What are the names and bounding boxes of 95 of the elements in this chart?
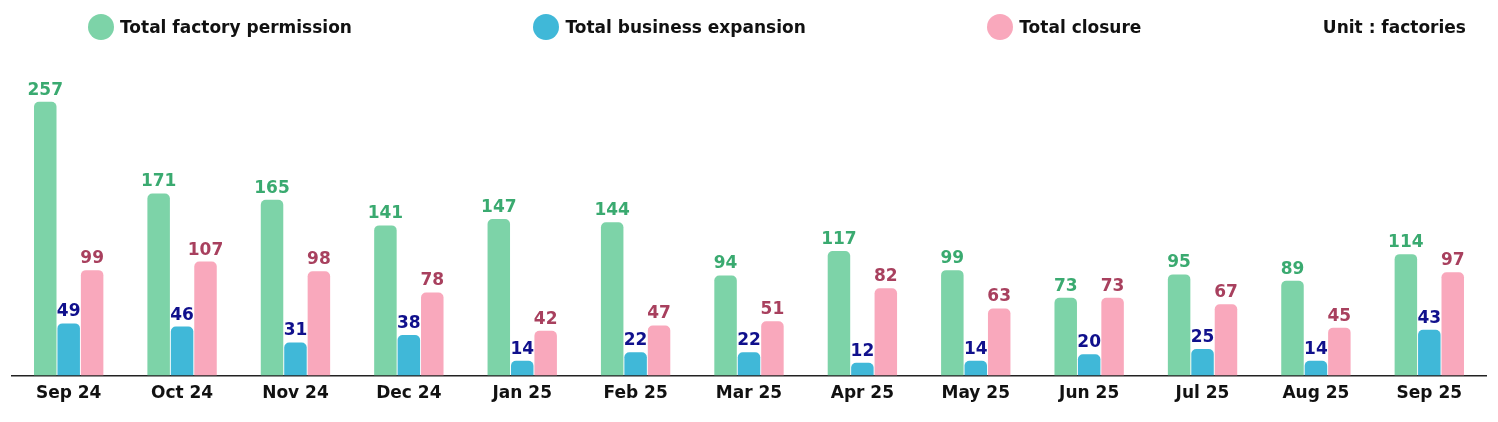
x-tick-label: Feb 25 bbox=[603, 382, 668, 403]
bar bbox=[761, 321, 784, 376]
data-label: 25 bbox=[1190, 325, 1215, 346]
data-label: 165 bbox=[254, 176, 290, 197]
data-label: 107 bbox=[187, 238, 224, 259]
bar bbox=[260, 199, 284, 376]
bar bbox=[624, 352, 647, 376]
data-label: 12 bbox=[850, 339, 875, 360]
bar bbox=[1281, 280, 1304, 376]
data-label: 31 bbox=[283, 319, 308, 340]
data-label: 42 bbox=[533, 307, 558, 328]
x-tick-label: Aug 25 bbox=[1282, 382, 1350, 403]
x-tick-label: Dec 24 bbox=[376, 382, 442, 403]
data-label: 22 bbox=[623, 329, 648, 350]
x-tick-label: Jun 25 bbox=[1058, 382, 1120, 403]
bar bbox=[987, 308, 1011, 376]
x-tick-label: Jan 25 bbox=[491, 382, 552, 403]
data-label: 95 bbox=[1167, 251, 1191, 272]
bar bbox=[1394, 254, 1418, 376]
data-label: 73 bbox=[1053, 274, 1078, 295]
x-tick-label: Nov 24 bbox=[262, 382, 329, 403]
data-label: 147 bbox=[481, 195, 517, 216]
data-label: 14 bbox=[963, 337, 988, 358]
bar bbox=[851, 362, 874, 376]
bar bbox=[964, 360, 988, 376]
bar bbox=[1077, 354, 1101, 376]
bar bbox=[57, 323, 80, 376]
data-label: 97 bbox=[1440, 249, 1465, 270]
data-label: 47 bbox=[647, 302, 671, 323]
data-label: 117 bbox=[821, 227, 857, 248]
bar bbox=[34, 101, 57, 376]
legend-label: Total closure bbox=[1019, 17, 1142, 37]
bar bbox=[284, 342, 307, 376]
data-label: 46 bbox=[170, 303, 194, 324]
data-label: 73 bbox=[1100, 274, 1125, 295]
legend-label: Total business expansion bbox=[565, 17, 806, 37]
bar bbox=[421, 292, 444, 376]
bar bbox=[827, 250, 851, 376]
legend-label: Total factory permission bbox=[120, 17, 352, 37]
bar bbox=[600, 222, 624, 376]
bar bbox=[374, 225, 397, 376]
bar bbox=[194, 261, 217, 376]
data-label: 43 bbox=[1417, 306, 1442, 327]
bar bbox=[1441, 272, 1464, 376]
bar bbox=[80, 270, 104, 376]
x-tick-label: Apr 25 bbox=[830, 382, 895, 403]
bar bbox=[397, 335, 421, 376]
x-tick-label: Mar 25 bbox=[715, 382, 783, 403]
data-label: 49 bbox=[56, 300, 81, 321]
x-tick-label: Oct 24 bbox=[150, 382, 214, 403]
data-label: 171 bbox=[140, 170, 177, 191]
bar bbox=[714, 275, 737, 376]
bar bbox=[307, 271, 331, 376]
data-label: 144 bbox=[594, 199, 631, 220]
data-label: 257 bbox=[27, 78, 64, 99]
data-label: 14 bbox=[1304, 337, 1328, 358]
bar bbox=[1167, 274, 1191, 376]
data-label: 45 bbox=[1327, 304, 1352, 325]
bar bbox=[1054, 297, 1077, 376]
data-label: 89 bbox=[1280, 257, 1305, 278]
data-label: 67 bbox=[1214, 281, 1238, 302]
bar bbox=[1191, 348, 1214, 376]
x-tick-label: Sep 25 bbox=[1396, 382, 1463, 403]
bar bbox=[941, 270, 964, 376]
bar bbox=[647, 325, 671, 376]
data-label: 98 bbox=[307, 248, 331, 269]
data-label: 38 bbox=[397, 312, 421, 333]
bar bbox=[510, 360, 534, 376]
data-label: 99 bbox=[80, 247, 104, 268]
bar bbox=[1304, 360, 1328, 376]
bar bbox=[487, 219, 511, 376]
bar bbox=[1214, 304, 1238, 376]
text: Unit : factories bbox=[1322, 17, 1466, 37]
data-label: 114 bbox=[1388, 231, 1424, 252]
bar bbox=[170, 326, 194, 376]
data-label: 99 bbox=[940, 247, 965, 268]
x-tick-label: Sep 24 bbox=[35, 382, 102, 403]
bar bbox=[534, 330, 557, 376]
data-label: 141 bbox=[367, 202, 404, 223]
data-label: 22 bbox=[737, 329, 761, 350]
bar bbox=[1328, 327, 1351, 376]
data-label: 94 bbox=[713, 252, 738, 273]
data-label: 14 bbox=[510, 337, 535, 358]
bar bbox=[874, 288, 898, 376]
bar bbox=[737, 352, 761, 376]
bar bbox=[1101, 297, 1124, 376]
data-label: 51 bbox=[760, 298, 785, 319]
data-label: 82 bbox=[873, 265, 898, 286]
data-label: 20 bbox=[1077, 331, 1102, 352]
bar bbox=[1418, 329, 1441, 376]
data-label: 63 bbox=[987, 285, 1012, 306]
bar bbox=[147, 193, 170, 376]
x-tick-label: May 25 bbox=[941, 382, 1011, 403]
x-tick-label: Jul 25 bbox=[1174, 382, 1230, 403]
data-label: 78 bbox=[420, 269, 445, 290]
